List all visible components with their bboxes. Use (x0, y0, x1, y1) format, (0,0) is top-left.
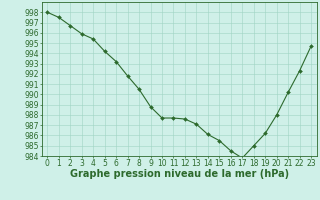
X-axis label: Graphe pression niveau de la mer (hPa): Graphe pression niveau de la mer (hPa) (70, 169, 289, 179)
